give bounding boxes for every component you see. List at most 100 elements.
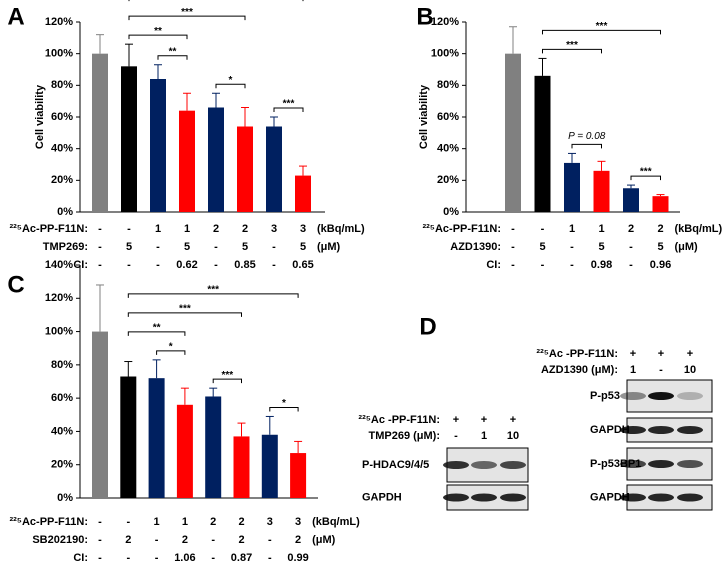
- blot-header-label: AZD1390 (μM):: [541, 364, 618, 376]
- condition-unit: (kBq/mL): [312, 516, 360, 528]
- condition-unit: (μM): [312, 534, 336, 546]
- condition-value: -: [98, 516, 102, 528]
- blot-header-value: +: [630, 348, 636, 360]
- condition-value: 2: [238, 534, 244, 546]
- significance-label: *: [229, 75, 233, 86]
- significance-bracket: [128, 34, 188, 40]
- blot-label: GAPDH: [362, 491, 402, 503]
- blot-band: [471, 493, 497, 502]
- blot-band: [648, 426, 674, 434]
- bar: [208, 107, 224, 212]
- blot-header-value: +: [658, 348, 664, 360]
- condition-value: -: [570, 259, 574, 271]
- y-tick-label: 80%: [51, 79, 73, 91]
- y-tick-label: 120%: [45, 292, 73, 304]
- condition-value: 2: [628, 223, 634, 235]
- bar: [205, 396, 222, 498]
- condition-value: 2: [295, 534, 301, 546]
- blot-band: [620, 460, 646, 468]
- bar: [266, 126, 282, 212]
- y-tick-label: 20%: [51, 174, 73, 186]
- condition-label: AZD1390:: [450, 241, 501, 253]
- condition-value: 0.62: [176, 259, 197, 271]
- significance-bracket: [630, 175, 661, 181]
- y-tick-label: 60%: [437, 111, 459, 123]
- bar: [290, 453, 307, 498]
- blot-band: [500, 461, 526, 469]
- blot-header-label: TMP269 (μM):: [368, 430, 440, 442]
- condition-label: CI:: [486, 259, 501, 271]
- condition-value: 5: [539, 241, 545, 253]
- blot-header-value: 10: [684, 364, 696, 376]
- y-tick-label: 20%: [437, 174, 459, 186]
- blot-band: [471, 461, 497, 469]
- condition-value: -: [272, 241, 276, 253]
- condition-value: 3: [267, 516, 273, 528]
- significance-label: P = 0.08: [568, 131, 606, 142]
- y-tick-label: 60%: [51, 392, 73, 404]
- y-tick-label: 20%: [51, 459, 73, 471]
- condition-unit: (kBq/mL): [675, 223, 722, 235]
- condition-value: 5: [598, 241, 604, 253]
- blot-band: [500, 493, 526, 502]
- condition-unit: (μM): [675, 241, 699, 253]
- condition-value: 1: [182, 516, 188, 528]
- significance-label: ***: [181, 7, 193, 18]
- bar: [120, 376, 137, 498]
- condition-value: -: [126, 516, 130, 528]
- significance-bracket: [269, 406, 299, 412]
- y-tick-label: 120%: [431, 16, 459, 28]
- condition-value: 5: [126, 241, 132, 253]
- condition-value: 2: [125, 534, 131, 546]
- y-tick-label: 40%: [51, 143, 73, 155]
- bar: [237, 126, 253, 212]
- condition-label: TMP269:: [43, 241, 88, 253]
- condition-value: 2: [210, 516, 216, 528]
- condition-value: -: [98, 552, 102, 564]
- blot-label: GAPDH: [590, 424, 630, 436]
- blot-header-value: 1: [630, 364, 636, 376]
- blot-header-value: +: [481, 414, 487, 426]
- blot-band: [620, 392, 646, 400]
- condition-value: 1: [155, 223, 161, 235]
- y-tick-label: 80%: [51, 359, 73, 371]
- blot-label: P-p53BP1: [590, 458, 641, 470]
- condition-label: CI:: [73, 552, 88, 564]
- condition-value: -: [214, 259, 218, 271]
- significance-label: ***: [179, 304, 191, 315]
- blot-label: P-p53: [590, 390, 620, 402]
- y-tick-label: 0%: [57, 206, 73, 218]
- condition-value: -: [214, 241, 218, 253]
- bar: [92, 53, 108, 212]
- bar: [150, 79, 166, 212]
- condition-value: 5: [300, 241, 306, 253]
- significance-label: ***: [222, 370, 234, 381]
- condition-value: 0.87: [231, 552, 252, 564]
- blot-header-value: 10: [507, 430, 519, 442]
- condition-label: SB202190:: [32, 534, 88, 546]
- blot-header-label: ²²⁵Ac -PP-F11N:: [536, 348, 618, 360]
- bar: [121, 66, 137, 212]
- condition-value: 0.96: [650, 259, 671, 271]
- bar: [261, 434, 278, 498]
- condition-value: -: [629, 241, 633, 253]
- significance-bracket: [127, 293, 299, 298]
- y-tick-label: 60%: [51, 111, 73, 123]
- bar: [652, 196, 669, 212]
- condition-value: -: [211, 534, 215, 546]
- significance-bracket: [128, 0, 304, 2]
- panel-letter: C: [7, 271, 24, 298]
- significance-label: **: [153, 323, 161, 334]
- y-tick-label: 120%: [45, 16, 73, 28]
- condition-value: 3: [295, 516, 301, 528]
- condition-value: 5: [242, 241, 248, 253]
- significance-label: ***: [640, 167, 652, 178]
- bar: [593, 170, 610, 212]
- condition-value: -: [211, 552, 215, 564]
- blot-band: [648, 493, 674, 502]
- condition-unit: (μM): [317, 241, 341, 253]
- blot-band: [677, 392, 703, 400]
- significance-bracket: [273, 107, 304, 112]
- significance-label: **: [169, 46, 177, 57]
- bar: [148, 378, 165, 498]
